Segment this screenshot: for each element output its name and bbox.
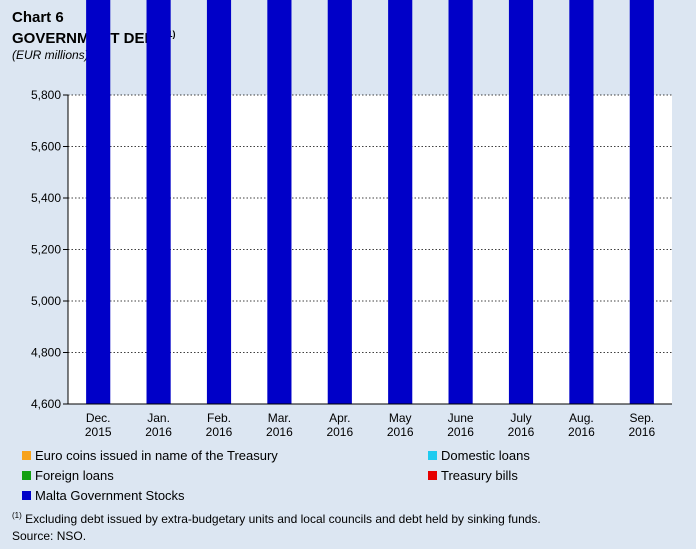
legend-label: Domestic loans bbox=[441, 448, 530, 463]
footnote-text: Excluding debt issued by extra-budgetary… bbox=[21, 512, 541, 526]
bar-segment bbox=[508, 0, 534, 405]
y-tick-label: 5,200 bbox=[31, 243, 61, 257]
x-tick-label-year: 2015 bbox=[85, 425, 112, 439]
y-axis: 4,600 4,800 5,000 5,200 5,400 5,600 5,800 bbox=[31, 88, 69, 411]
bar-segment bbox=[267, 0, 292, 404]
x-tick-label-year: 2016 bbox=[447, 425, 474, 439]
x-tick-label-month: Mar. bbox=[268, 411, 291, 425]
x-tick-label-month: Feb. bbox=[207, 411, 231, 425]
y-tick-label: 5,400 bbox=[31, 191, 61, 205]
bars bbox=[86, 0, 654, 405]
legend-swatch bbox=[22, 471, 31, 480]
legend-item-domestic-loans: Domestic loans bbox=[428, 448, 530, 463]
bar-segment bbox=[388, 0, 413, 404]
bar-segment bbox=[86, 0, 111, 404]
x-tick-label-year: 2016 bbox=[145, 425, 172, 439]
y-tick-label: 5,000 bbox=[31, 294, 61, 308]
legend-label: Malta Government Stocks bbox=[35, 488, 185, 503]
x-tick-label-month: Sep. bbox=[629, 411, 654, 425]
x-axis: Dec.2015Jan.2016Feb.2016Mar.2016Apr.2016… bbox=[68, 403, 672, 439]
bar-segment bbox=[327, 0, 352, 404]
bar-segment bbox=[629, 0, 654, 405]
y-tick-label: 5,600 bbox=[31, 140, 61, 154]
legend-swatch bbox=[428, 451, 437, 460]
x-tick-label-year: 2016 bbox=[508, 425, 535, 439]
legend-swatch bbox=[22, 491, 31, 500]
footnote-marker: (1) bbox=[12, 511, 22, 520]
x-tick-label-month: May bbox=[389, 411, 412, 425]
x-tick-label-year: 2016 bbox=[266, 425, 293, 439]
bar-segment bbox=[146, 0, 171, 404]
legend-swatch bbox=[428, 471, 437, 480]
x-tick-label-month: Jan. bbox=[147, 411, 170, 425]
x-tick-label-year: 2016 bbox=[568, 425, 595, 439]
legend-label: Foreign loans bbox=[35, 468, 114, 483]
chart-unit: (EUR millions) bbox=[12, 48, 89, 62]
y-tick-label: 4,800 bbox=[31, 346, 61, 360]
legend-label: Euro coins issued in name of the Treasur… bbox=[35, 448, 278, 463]
y-tick-label: 4,600 bbox=[31, 397, 61, 411]
x-tick-label-month: Dec. bbox=[86, 411, 111, 425]
legend-item-foreign-loans: Foreign loans bbox=[22, 468, 114, 483]
chart-number: Chart 6 bbox=[12, 9, 64, 26]
legend-swatch bbox=[22, 451, 31, 460]
bar-segment bbox=[569, 0, 594, 405]
x-tick-label-month: July bbox=[510, 411, 531, 425]
legend-item-euro-coins: Euro coins issued in name of the Treasur… bbox=[22, 448, 278, 463]
x-tick-label-year: 2016 bbox=[387, 425, 414, 439]
x-tick-label-month: Apr. bbox=[329, 411, 350, 425]
legend-item-treasury-bills: Treasury bills bbox=[428, 468, 518, 483]
y-tick-label: 5,800 bbox=[31, 88, 61, 102]
x-tick-label-month: June bbox=[448, 411, 474, 425]
legend-label: Treasury bills bbox=[441, 468, 518, 483]
bar-segment bbox=[206, 0, 232, 405]
x-tick-label-year: 2016 bbox=[206, 425, 233, 439]
legend-item-malta-government-stocks: Malta Government Stocks bbox=[22, 488, 185, 503]
x-tick-label-year: 2016 bbox=[326, 425, 353, 439]
gridlines bbox=[68, 94, 672, 353]
x-tick-label-year: 2016 bbox=[628, 425, 655, 439]
footnote: (1) Excluding debt issued by extra-budge… bbox=[12, 511, 541, 526]
bar-segment bbox=[448, 0, 473, 404]
x-tick-label-month: Aug. bbox=[569, 411, 594, 425]
source-note: Source: NSO. bbox=[12, 529, 87, 543]
